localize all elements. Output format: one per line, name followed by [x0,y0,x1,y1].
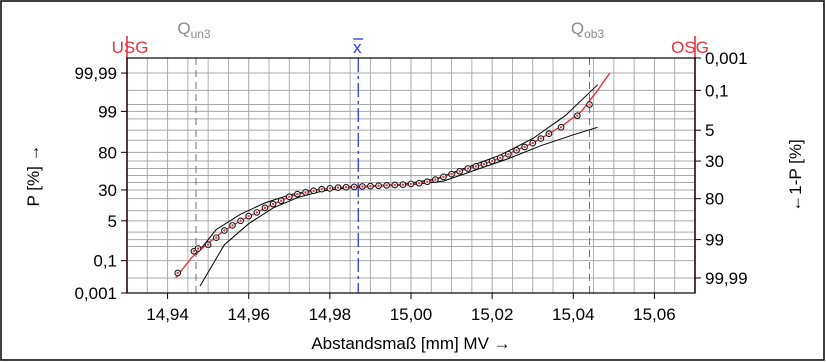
x-tick-label: 15,04 [552,305,595,324]
data-point-core [409,182,413,186]
data-point-core [353,185,356,189]
right-tick-label: 30 [705,152,724,171]
x-tick-label: 15,02 [471,305,514,324]
data-point-core [176,271,179,275]
quantile-label-un3: Qun3 [177,19,211,41]
data-points [174,101,593,277]
limit-label-usg: USG [112,38,149,57]
data-point-core [296,192,299,196]
left-tick-label: 5 [108,212,117,231]
x-tick-label: 14,98 [309,305,352,324]
data-point-core [344,186,348,189]
axis-labels: 14,94 14,96 14,98 15,00 15,02 15,04 15,06 0,001… [74,49,747,324]
data-point-core [466,167,469,170]
data-point-core [547,132,551,135]
limit-label-osg: OSG [671,38,709,57]
quantile-label-ob3: Qob3 [571,19,605,41]
left-axis-title: P [%] → [24,144,43,206]
data-point-core [559,126,563,129]
right-tick-label: 99 [705,231,724,250]
left-tick-label: 0,1 [93,252,117,271]
x-tick-label: 14,96 [227,305,270,324]
data-point-core [539,137,543,140]
data-point-core [434,178,437,181]
data-point-core [393,183,396,187]
right-tick-label: 5 [705,121,714,140]
data-point-core [231,224,234,227]
data-point-core [196,247,200,250]
data-point-core [263,206,267,210]
left-tick-label: 30 [98,181,117,200]
data-point-core [490,159,494,163]
data-point-core [442,175,445,179]
left-tick-label: 99 [98,102,117,121]
data-point-core [247,214,250,218]
data-point-core [206,243,210,246]
data-point-core [482,162,486,166]
data-point-core [515,149,518,152]
data-point-core [426,180,429,183]
right-tick-label: 0,1 [705,81,729,100]
x-tick-label: 15,00 [390,305,433,324]
data-point-core [192,250,196,253]
data-point-core [361,185,364,188]
data-point-core [576,114,579,117]
data-point-core [523,145,526,149]
right-tick-label: 99,99 [705,269,748,288]
data-point-core [531,141,534,145]
data-point-core [239,219,242,223]
mean-label: x [353,38,362,57]
x-tick-label: 15,06 [633,305,676,324]
data-point-core [288,195,291,198]
data-point-core [499,156,502,159]
data-point-core [401,183,405,186]
data-point-core [279,199,283,202]
left-tick-label: 99,99 [74,64,117,83]
x-axis-title: Abstandsmaß [mm] MV → [311,334,510,353]
data-point-core [312,189,315,192]
data-point-core [369,184,372,188]
data-point-core [255,211,259,214]
data-point-core [507,153,510,156]
data-point-core [215,236,218,239]
left-tick-label: 0,001 [74,284,117,303]
data-point-core [304,191,307,194]
data-point-core [336,186,340,189]
right-tick-label: 80 [705,190,724,209]
data-point-core [385,184,388,187]
data-point-core [450,172,453,176]
right-axis-title: ←1-P [%] [786,139,805,211]
data-point-core [474,165,478,168]
data-point-core [377,184,380,187]
data-point-core [271,202,275,206]
data-point-core [223,229,226,232]
left-tick-label: 80 [98,143,117,162]
x-tick-label: 14,94 [146,305,189,324]
data-point-core [458,170,461,173]
data-point-core [588,103,591,106]
data-point-core [328,187,332,190]
data-point-core [417,181,421,185]
right-tick-label: 0,001 [705,49,748,68]
data-point-core [320,187,323,191]
